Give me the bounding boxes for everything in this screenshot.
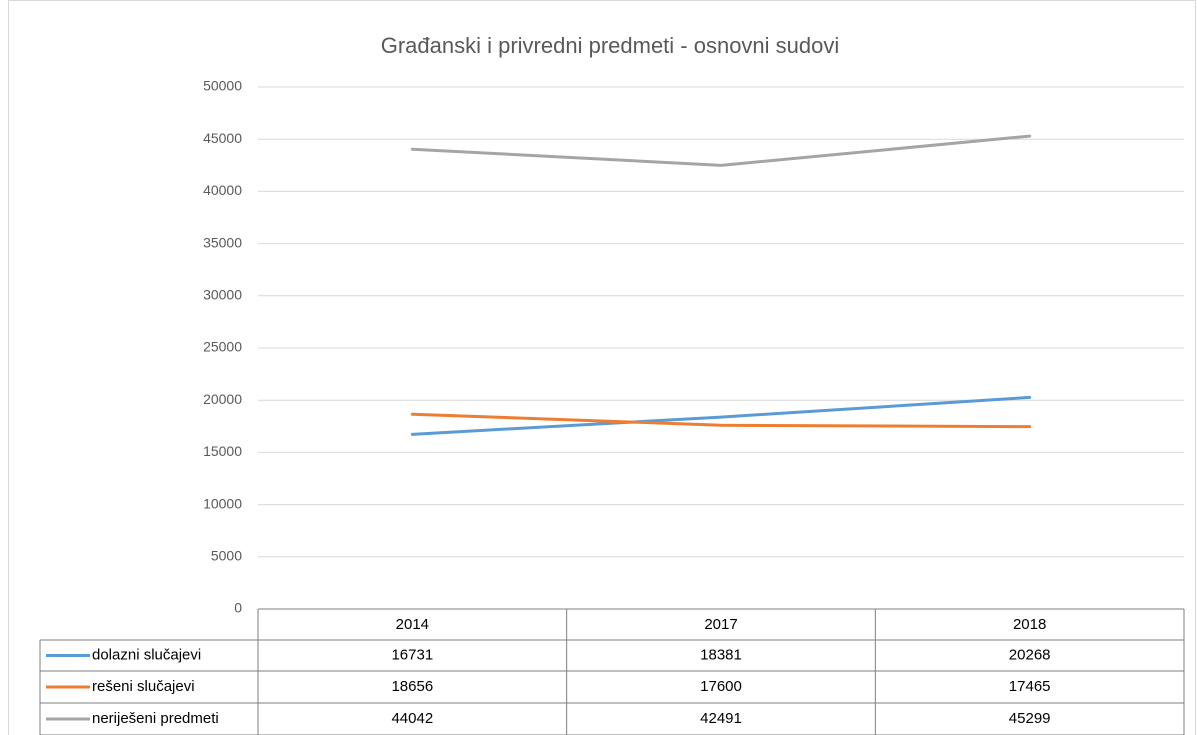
series-line (410, 412, 1032, 429)
legend-label: dolazni slučajevi (92, 646, 201, 663)
table-value: 42491 (700, 710, 742, 727)
x-tick-label: 2014 (396, 616, 429, 633)
y-tick-label: 10000 (203, 495, 242, 511)
y-tick-label: 50000 (203, 78, 242, 94)
table-value: 17465 (1009, 678, 1051, 695)
legend-label: neriješeni predmeti (92, 710, 219, 727)
x-tick-label: 2018 (1013, 616, 1046, 633)
x-tick-label: 2017 (704, 616, 737, 633)
y-tick-label: 30000 (203, 287, 242, 303)
y-tick-label: 25000 (203, 339, 242, 355)
table-value: 18381 (700, 646, 742, 663)
y-tick-label: 35000 (203, 234, 242, 250)
legend-label: rešeni slučajevi (92, 678, 195, 695)
y-tick-label: 15000 (203, 443, 242, 459)
y-tick-label: 45000 (203, 130, 242, 146)
table-value: 44042 (391, 710, 433, 727)
series-line (410, 395, 1032, 436)
y-tick-label: 0 (234, 600, 242, 616)
table-value: 17600 (700, 678, 742, 695)
chart-border (8, 0, 1196, 735)
y-tick-label: 20000 (203, 391, 242, 407)
table-value: 16731 (391, 646, 433, 663)
chart-title: Građanski i privredni predmeti - osnovni… (381, 33, 840, 58)
y-tick-label: 40000 (203, 182, 242, 198)
y-tick-label: 5000 (211, 548, 242, 564)
table-value: 18656 (391, 678, 433, 695)
table-value: 20268 (1009, 646, 1051, 663)
series-line (410, 134, 1032, 167)
table-value: 45299 (1009, 710, 1051, 727)
